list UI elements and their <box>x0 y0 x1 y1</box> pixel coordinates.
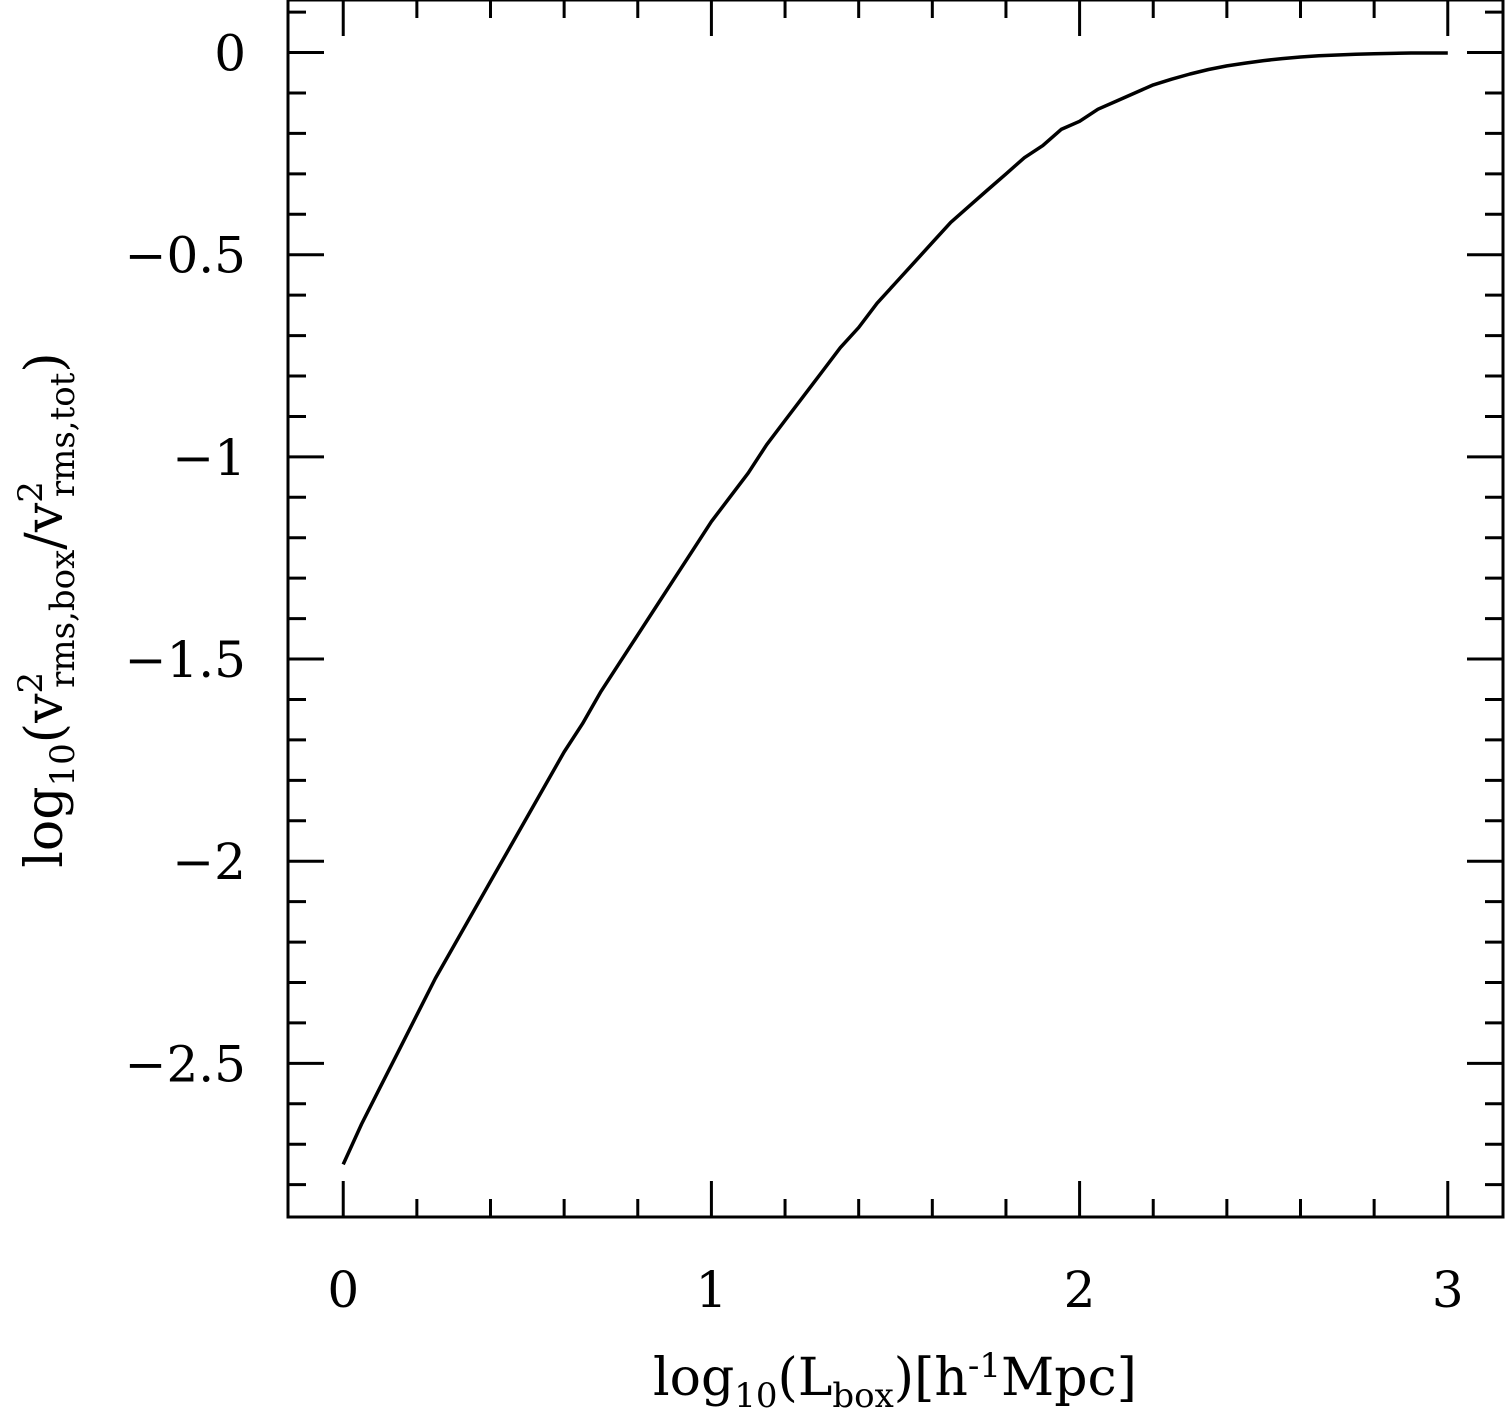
y-tick-label: 0 <box>214 25 246 83</box>
y-tick-label: −2 <box>172 833 246 891</box>
series-line <box>341 51 1448 1166</box>
x-tick-label: 1 <box>696 1261 728 1319</box>
ticks <box>288 0 1503 1217</box>
y-tick-label: −0.5 <box>125 227 246 285</box>
y-tick-label: −1.5 <box>125 631 246 689</box>
x-tick-label: 0 <box>327 1261 359 1319</box>
x-tick-label: 2 <box>1064 1261 1096 1319</box>
y-tick-label: −1 <box>172 429 246 487</box>
y-tick-label: −2.5 <box>125 1035 246 1093</box>
plot-frame <box>286 0 1505 1219</box>
tick-labels: 0 1 2 3 0 −0.5 −1 −1.5 −2 −2.5 <box>125 25 1464 1319</box>
x-axis-title: log10(Lbox)[h-1Mpc] <box>653 1346 1137 1416</box>
y-axis-title: log10(v2rms,box/v2rms,tot) <box>11 352 83 867</box>
x-tick-label: 3 <box>1432 1261 1464 1319</box>
